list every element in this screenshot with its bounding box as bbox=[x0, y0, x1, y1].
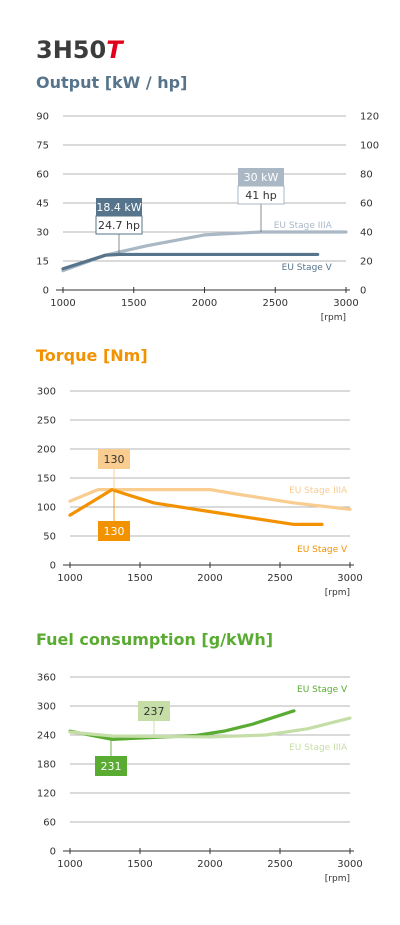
fuel-callout-box bbox=[95, 756, 127, 776]
torque-x-tick-label: 2000 bbox=[197, 573, 222, 584]
torque-series-label: EU Stage IIIA bbox=[289, 486, 348, 496]
output-y2-tick-label: 80 bbox=[360, 170, 373, 181]
model-title-main: 3H50 bbox=[36, 36, 106, 64]
fuel-chart: Fuel consumption [g/kWh] 0 60 120 180 240 300 3… bbox=[36, 630, 363, 884]
torque-y-tick-label: 100 bbox=[37, 503, 56, 514]
fuel-series-label: EU Stage V bbox=[297, 685, 348, 695]
output-callout-top-box bbox=[96, 198, 142, 216]
fuel-y-tick-label: 300 bbox=[37, 702, 56, 713]
fuel-y-tick-label: 240 bbox=[37, 731, 56, 742]
fuel-series-label: EU Stage IIIA bbox=[289, 743, 348, 753]
model-title-accent: T bbox=[106, 36, 124, 64]
output-y2-tick-label: 100 bbox=[360, 141, 379, 152]
output-x-tick-label: 2500 bbox=[263, 298, 288, 309]
output-x-unit: [rpm] bbox=[321, 313, 346, 323]
fuel-x-tick-label: 1500 bbox=[127, 859, 152, 870]
torque-y-tick-label: 0 bbox=[50, 561, 56, 572]
torque-y-tick-label: 250 bbox=[37, 416, 56, 427]
model-title: 3H50T bbox=[36, 36, 124, 64]
fuel-callout-value: 231 bbox=[101, 760, 122, 773]
output-callout-bottom-box bbox=[95, 215, 143, 235]
torque-y-tick-label: 300 bbox=[37, 387, 56, 398]
fuel-callout-value: 237 bbox=[144, 705, 165, 718]
output-y-tick-label: 30 bbox=[36, 228, 49, 239]
output-x-tick-label: 1000 bbox=[50, 298, 75, 309]
fuel-chart-title: Fuel consumption [g/kWh] bbox=[36, 630, 273, 649]
torque-callout-value: 130 bbox=[104, 453, 125, 466]
torque-y-tick-label: 50 bbox=[43, 532, 56, 543]
output-y2-tick-label: 40 bbox=[360, 228, 373, 239]
output-x-tick-label: 2000 bbox=[192, 298, 217, 309]
fuel-y-tick-label: 360 bbox=[37, 673, 56, 684]
fuel-x-tick-label: 2500 bbox=[267, 859, 292, 870]
output-y2-tick-label: 60 bbox=[360, 199, 373, 210]
output-series-label: EU Stage V bbox=[282, 263, 333, 273]
output-chart-title: Output [kW / hp] bbox=[36, 73, 187, 92]
torque-x-tick-label: 1000 bbox=[57, 573, 82, 584]
output-chart: Output [kW / hp] 0 15 30 45 60 75 90 0 20 40 60 80 10… bbox=[36, 73, 379, 323]
torque-chart-title: Torque [Nm] bbox=[36, 346, 148, 365]
torque-series-line-eu-stage-v bbox=[68, 488, 324, 527]
fuel-series-line-eu-stage-iiia bbox=[68, 716, 352, 739]
fuel-y-tick-label: 60 bbox=[43, 818, 56, 829]
torque-y-tick-label: 150 bbox=[37, 474, 56, 485]
torque-callout-box bbox=[98, 521, 130, 541]
torque-series-line-eu-stage-iiia bbox=[68, 488, 352, 511]
output-y-tick-label: 45 bbox=[36, 199, 49, 210]
output-series-label: EU Stage IIIA bbox=[274, 221, 333, 231]
output-callout-top-box bbox=[238, 168, 284, 186]
output-callout-bottom-box bbox=[237, 185, 285, 205]
output-x-tick-label: 3000 bbox=[333, 298, 358, 309]
fuel-x-tick-label: 1000 bbox=[57, 859, 82, 870]
output-callout-kw: 30 kW bbox=[244, 171, 279, 184]
torque-callout-box bbox=[98, 449, 130, 469]
output-callout-hp: 41 hp bbox=[245, 189, 276, 202]
output-y2-tick-label: 120 bbox=[360, 112, 379, 123]
torque-chart: Torque [Nm] 0 50 100 150 200 250 300 1000 1500 200… bbox=[36, 346, 363, 598]
torque-x-unit: [rpm] bbox=[325, 588, 350, 598]
fuel-y-tick-label: 0 bbox=[50, 847, 56, 858]
torque-callout-value: 130 bbox=[104, 525, 125, 538]
output-y-tick-label: 90 bbox=[36, 112, 49, 123]
torque-series-label: EU Stage V bbox=[297, 545, 348, 555]
output-y-tick-label: 60 bbox=[36, 170, 49, 181]
fuel-callout-box bbox=[138, 701, 170, 721]
output-y-tick-label: 15 bbox=[36, 257, 49, 268]
fuel-y-tick-label: 120 bbox=[37, 789, 56, 800]
output-callout-kw: 18.4 kW bbox=[96, 201, 141, 214]
torque-x-tick-label: 2500 bbox=[267, 573, 292, 584]
output-callout-hp: 24.7 hp bbox=[98, 219, 140, 232]
output-x-tick-label: 1500 bbox=[121, 298, 146, 309]
output-y2-tick-label: 0 bbox=[360, 286, 366, 297]
torque-x-tick-label: 1500 bbox=[127, 573, 152, 584]
output-series-line-eu-stage-v bbox=[61, 252, 320, 271]
fuel-x-unit: [rpm] bbox=[325, 874, 350, 884]
fuel-x-tick-label: 3000 bbox=[337, 859, 362, 870]
fuel-x-tick-label: 2000 bbox=[197, 859, 222, 870]
torque-y-tick-label: 200 bbox=[37, 445, 56, 456]
output-y2-tick-label: 20 bbox=[360, 257, 373, 268]
output-y-tick-label: 0 bbox=[43, 286, 49, 297]
fuel-y-tick-label: 180 bbox=[37, 760, 56, 771]
torque-x-tick-label: 3000 bbox=[337, 573, 362, 584]
output-y-tick-label: 75 bbox=[36, 141, 49, 152]
